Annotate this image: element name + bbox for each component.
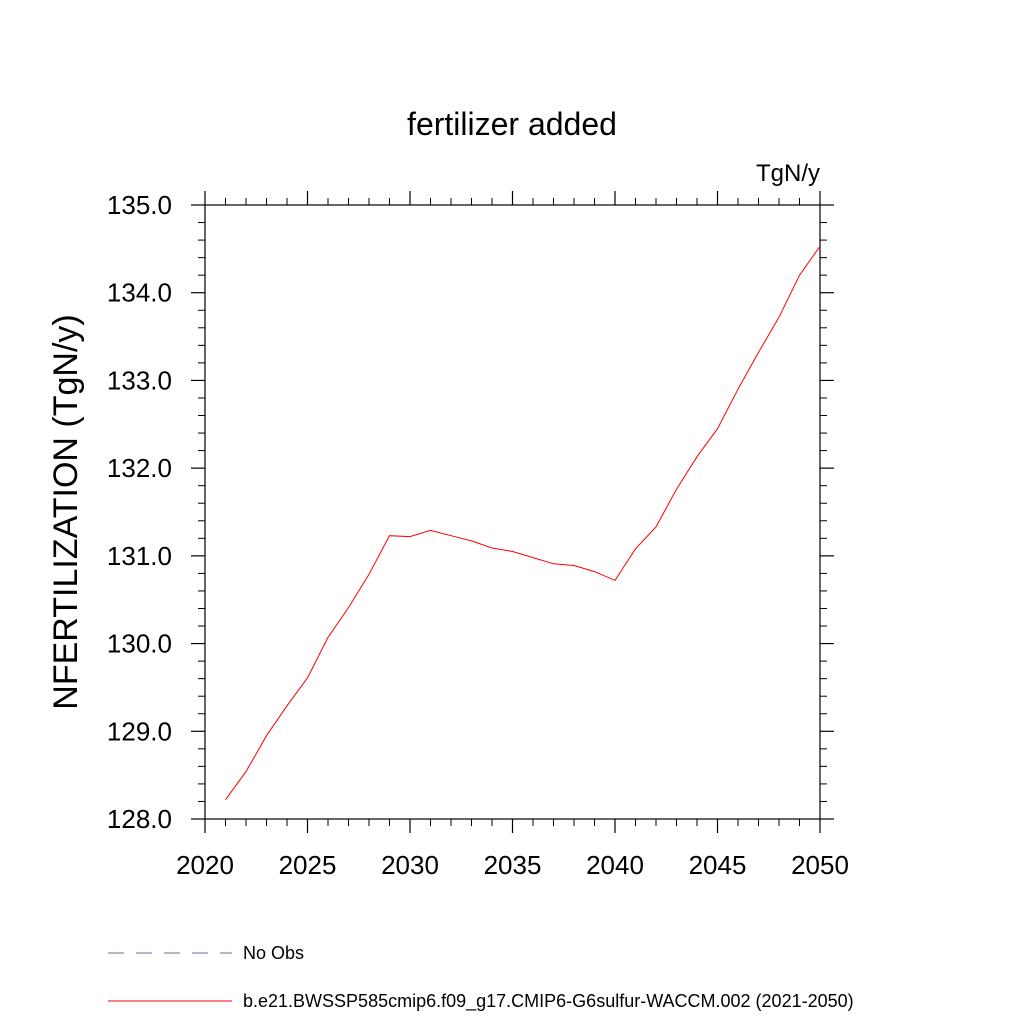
data-point — [758, 352, 759, 353]
data-point — [819, 246, 820, 247]
tick-labels: 2020 2025 2030 2035 2040 2045 2050 128.0 129.0 13… — [107, 190, 849, 880]
data-point — [409, 536, 410, 537]
data-point — [799, 275, 800, 276]
x-tick-label: 2020 — [176, 850, 234, 880]
data-point — [491, 547, 492, 548]
y-tick-label: 131.0 — [107, 541, 172, 571]
data-point — [245, 771, 246, 772]
y-tick-label: 135.0 — [107, 190, 172, 220]
y-tick-label: 133.0 — [107, 365, 172, 395]
y-tick-label: 130.0 — [107, 629, 172, 659]
series-layer — [225, 245, 821, 800]
data-point — [266, 735, 267, 736]
data-point — [573, 565, 574, 566]
data-point — [471, 540, 472, 541]
axis-ticks — [191, 191, 834, 833]
data-point — [594, 571, 595, 572]
data-point — [676, 489, 677, 490]
y-tick-label: 128.0 — [107, 804, 172, 834]
data-point — [286, 705, 287, 706]
data-point — [389, 535, 390, 536]
data-point — [450, 535, 451, 536]
data-point — [553, 563, 554, 564]
data-point — [737, 389, 738, 390]
x-tick-label: 2030 — [381, 850, 439, 880]
data-point — [635, 548, 636, 549]
x-tick-label: 2040 — [586, 850, 644, 880]
legend: No Obs b.e21.BWSSP585cmip6.f09_g17.CMIP6… — [108, 943, 854, 1012]
data-point — [512, 551, 513, 552]
data-point — [614, 580, 615, 581]
data-point — [348, 607, 349, 608]
x-tick-label: 2050 — [791, 850, 849, 880]
x-tick-label: 2045 — [689, 850, 747, 880]
data-point — [368, 574, 369, 575]
data-point — [778, 317, 779, 318]
y-tick-label: 129.0 — [107, 716, 172, 746]
data-point — [655, 526, 656, 527]
legend-label-series: b.e21.BWSSP585cmip6.f09_g17.CMIP6-G6sulf… — [243, 991, 854, 1012]
y-axis-label: NFERTILIZATION (TgN/y) — [47, 314, 85, 709]
plot-frame — [204, 204, 821, 820]
data-point — [696, 456, 697, 457]
data-point — [532, 557, 533, 558]
legend-label-no-obs: No Obs — [243, 943, 304, 963]
data-point — [307, 677, 308, 678]
data-point — [717, 428, 718, 429]
data-point — [430, 530, 431, 531]
y-tick-label: 134.0 — [107, 278, 172, 308]
data-point — [225, 799, 226, 800]
x-tick-label: 2025 — [279, 850, 337, 880]
x-tick-label: 2035 — [484, 850, 542, 880]
units-label: TgN/y — [756, 160, 820, 187]
data-point — [327, 637, 328, 638]
series-line — [225, 245, 821, 800]
chart-title: fertilizer added — [407, 106, 617, 142]
y-tick-label: 132.0 — [107, 453, 172, 483]
